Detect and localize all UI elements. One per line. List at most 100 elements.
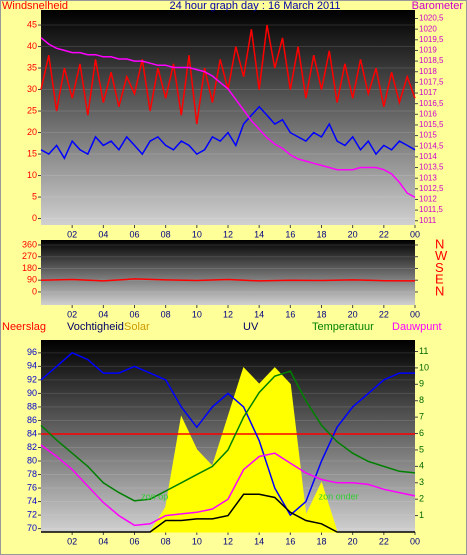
y2-tick-label: 1	[419, 510, 424, 520]
y2-tick-label: 1016,5	[419, 99, 444, 108]
y-tick-label: 74	[27, 496, 37, 506]
y-tick-label: 72	[27, 509, 37, 519]
y-tick-label: 20	[27, 127, 37, 137]
x-tick-label: 10	[192, 309, 202, 319]
y2-tick-label: N	[435, 283, 444, 298]
x-tick-label: 22	[379, 309, 389, 319]
y2-tick-label: 1012	[419, 195, 437, 204]
chart-panel: 05101520253035404510111011,510121012,510…	[2, 0, 463, 239]
series-line	[40, 105, 416, 160]
x-tick-label: 18	[316, 536, 326, 546]
y-tick-label: 10	[27, 170, 37, 180]
y2-tick-label: 1019	[419, 46, 437, 55]
x-tick-label: 10	[192, 229, 202, 239]
x-tick-label: 02	[67, 536, 77, 546]
x-tick-label: 20	[348, 309, 358, 319]
y2-tick-label: 1017	[419, 88, 437, 97]
legend-entry: Vochtigheid	[67, 321, 124, 333]
y-tick-label: 90	[27, 388, 37, 398]
x-tick-label: 08	[161, 536, 171, 546]
y2-tick-label: 1013,5	[419, 163, 444, 172]
annotation: zon onder	[319, 491, 359, 501]
x-tick-label: 04	[98, 536, 108, 546]
y2-tick-label: 4	[419, 461, 424, 471]
x-tick-label: 04	[98, 309, 108, 319]
x-tick-label: 06	[129, 536, 139, 546]
y-tick-label: 78	[27, 469, 37, 479]
y-tick-label: 90	[27, 275, 37, 285]
plot-area	[41, 10, 415, 225]
y-tick-label: 25	[27, 105, 37, 115]
y-tick-label: 360	[22, 239, 37, 249]
y-tick-label: 84	[27, 428, 37, 438]
legend-entry: Dauwpunt	[392, 321, 442, 333]
y2-tick-label: 5	[419, 444, 424, 454]
x-tick-label: 12	[223, 309, 233, 319]
y2-tick-label: 7	[419, 412, 424, 422]
legend-entry: Solar	[124, 321, 150, 333]
x-tick-label: 06	[129, 229, 139, 239]
y-tick-label: 40	[27, 41, 37, 51]
y2-tick-label: 1013	[419, 173, 437, 182]
x-tick-label: 22	[379, 536, 389, 546]
y-tick-label: 70	[27, 523, 37, 533]
annotation: zon op	[141, 491, 168, 501]
y2-tick-label: 9	[419, 379, 424, 389]
y2-tick-label: E	[435, 272, 444, 287]
y2-tick-label: 1011	[419, 216, 437, 225]
y2-tick-label: 1012,5	[419, 184, 444, 193]
y-tick-label: 15	[27, 148, 37, 158]
x-tick-label: 16	[285, 309, 295, 319]
y2-tick-label: 1014,5	[419, 141, 444, 150]
y-tick-label: 82	[27, 442, 37, 452]
x-tick-label: 00	[410, 229, 420, 239]
x-tick-label: 14	[254, 229, 264, 239]
y2-tick-label: 1020	[419, 24, 437, 33]
y2-tick-label: 1014	[419, 152, 437, 161]
x-tick-label: 00	[410, 536, 420, 546]
y-tick-label: 92	[27, 374, 37, 384]
x-tick-label: 04	[98, 229, 108, 239]
x-tick-label: 06	[129, 309, 139, 319]
x-tick-label: 12	[223, 536, 233, 546]
y-tick-label: 76	[27, 482, 37, 492]
y-tick-label: 35	[27, 62, 37, 72]
x-tick-label: 18	[316, 309, 326, 319]
y2-tick-label: W	[435, 248, 448, 263]
chart-title: 24 hour graph day : 16 March 2011	[169, 0, 340, 12]
x-tick-label: 08	[161, 309, 171, 319]
x-tick-label: 14	[254, 309, 264, 319]
legend-entry: Neerslag	[2, 321, 46, 333]
legend-entry: Temperatuur	[312, 321, 374, 333]
x-tick-label: 12	[223, 229, 233, 239]
chart-panel: 7072747678808284868890929496123456789101…	[2, 321, 442, 546]
x-tick-label: 20	[348, 229, 358, 239]
x-tick-label: 14	[254, 536, 264, 546]
y2-tick-label: 1019,5	[419, 35, 444, 44]
y2-tick-label: 1018,5	[419, 56, 444, 65]
y2-tick-label: 8	[419, 395, 424, 405]
series-line	[40, 351, 415, 517]
series-line	[40, 370, 416, 502]
y-axis-label: Windsnelheid	[2, 0, 68, 12]
y2-tick-label: 1016	[419, 109, 437, 118]
x-tick-label: 08	[161, 229, 171, 239]
x-tick-label: 02	[67, 309, 77, 319]
y2-tick-label: 10	[419, 362, 429, 372]
x-tick-label: 10	[192, 536, 202, 546]
plot-area	[41, 240, 415, 305]
x-tick-label: 22	[379, 229, 389, 239]
x-tick-label: 20	[348, 536, 358, 546]
series-line	[40, 278, 416, 282]
y2-tick-label: 1011,5	[419, 205, 443, 214]
series-line	[40, 444, 416, 527]
y2-tick-label: 1018	[419, 67, 437, 76]
y-tick-label: 86	[27, 415, 37, 425]
x-tick-label: 18	[316, 229, 326, 239]
y2-tick-label: 3	[419, 477, 424, 487]
y-tick-label: 94	[27, 361, 37, 371]
y2-tick-label: S	[435, 260, 444, 275]
y2-tick-label: 1020,5	[419, 14, 444, 23]
y2-tick-label: 1017,5	[419, 77, 444, 86]
y-tick-label: 180	[22, 263, 37, 273]
